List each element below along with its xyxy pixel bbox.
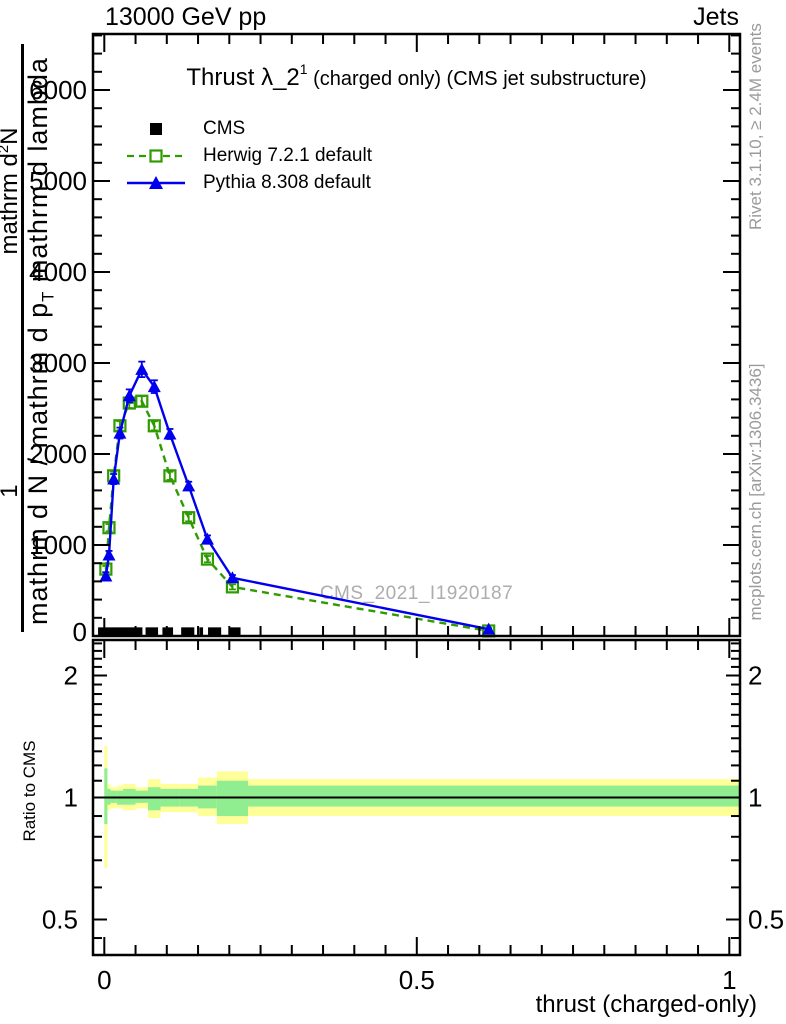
- analysis-id-watermark: CMS_2021_I1920187: [319, 583, 514, 604]
- plot-title-superscript: 1: [299, 61, 308, 77]
- tick-label: 0: [73, 617, 87, 647]
- herwig-curve: [99, 394, 496, 638]
- cms-data-boxes: [98, 627, 241, 635]
- analysis-category-label: Jets: [693, 3, 739, 31]
- tick-label: 4000: [29, 257, 87, 287]
- tick-label: 5000: [29, 166, 87, 196]
- tick-labels: 0 1000 2000 3000 4000 5000 6000 0 0.5 1 0.5 0.5 1 1 2 2: [29, 75, 784, 995]
- tick-label: 1000: [29, 530, 87, 560]
- legend-item-herwig: Herwig 7.2.1 default: [126, 142, 372, 169]
- tick-label: 1: [64, 783, 78, 813]
- pythia-marker-icon: [127, 175, 185, 189]
- herwig-marker-icon: [127, 148, 185, 163]
- axis-ticks: [94, 34, 739, 954]
- plot-title-suffix: (charged only) (CMS jet substructure): [307, 68, 647, 90]
- legend-item-cms: CMS: [126, 115, 372, 142]
- tick-label: 0: [97, 965, 111, 995]
- pythia-curve: [99, 360, 496, 635]
- tick-label: 0.5: [748, 905, 784, 935]
- legend: CMS Herwig 7.2.1 default Pythia 8.308 de…: [126, 115, 372, 196]
- tick-label: 0.5: [42, 905, 78, 935]
- panel-frames: [91, 32, 742, 957]
- tick-label: 1: [748, 783, 762, 813]
- legend-label: Herwig 7.2.1 default: [203, 144, 372, 166]
- legend-label: Pythia 8.308 default: [203, 171, 371, 193]
- cms-marker-icon: [150, 122, 162, 135]
- plot-title: Thrust λ_21 (charged only) (CMS jet subs…: [93, 61, 740, 92]
- tick-label: 2: [748, 661, 762, 691]
- tick-label: 1: [722, 965, 736, 995]
- tick-label: 6000: [29, 75, 87, 105]
- x-axis-label: thrust (charged-only): [535, 991, 757, 1018]
- tick-label: 2: [64, 661, 78, 691]
- legend-item-pythia: Pythia 8.308 default: [126, 169, 372, 196]
- legend-label: CMS: [203, 117, 246, 139]
- tick-label: 3000: [29, 348, 87, 378]
- beam-energy-label: 13000 GeV pp: [105, 3, 267, 31]
- tick-label: 2000: [29, 439, 87, 469]
- plot-title-main: Thrust λ_2: [186, 64, 300, 91]
- tick-label: 0.5: [399, 965, 435, 995]
- y-axis-label-fraction-bar: [21, 44, 24, 632]
